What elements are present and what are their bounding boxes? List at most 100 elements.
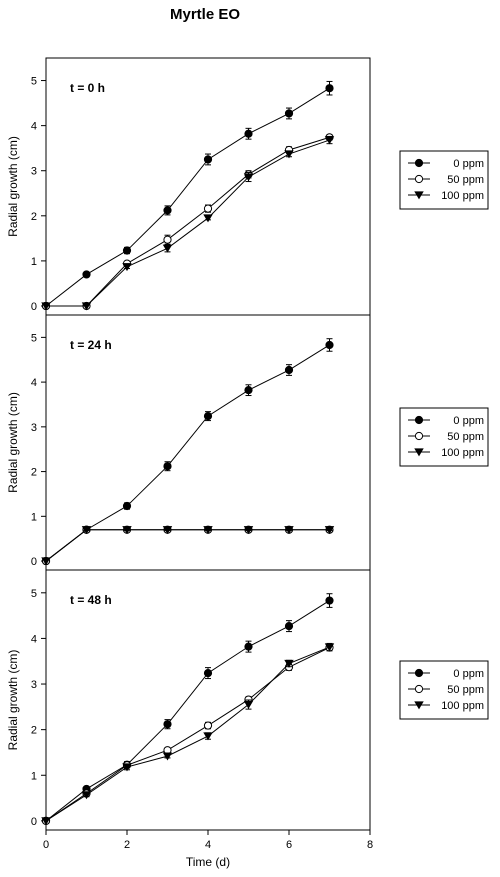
data-point bbox=[203, 721, 213, 730]
y-tick-label: 2 bbox=[31, 725, 37, 737]
data-point bbox=[81, 302, 92, 311]
data-point bbox=[163, 206, 172, 215]
series-line bbox=[45, 647, 330, 822]
data-point bbox=[203, 668, 213, 678]
legend-marker bbox=[414, 668, 424, 678]
data-point bbox=[163, 462, 172, 471]
y-tick-label: 1 bbox=[31, 511, 37, 523]
legend-marker bbox=[414, 684, 424, 694]
data-point bbox=[81, 526, 92, 535]
data-point bbox=[203, 412, 213, 421]
data-point bbox=[41, 817, 51, 826]
plot-frame bbox=[45, 569, 371, 831]
data-point bbox=[203, 526, 213, 535]
panel-label: t = 0 h bbox=[70, 81, 105, 95]
x-tick-label: 6 bbox=[286, 839, 292, 851]
legend: 0 ppm 50 ppm 100 ppm bbox=[399, 150, 489, 210]
y-tick-label: 5 bbox=[31, 588, 37, 600]
x-tick-label: 0 bbox=[43, 839, 49, 851]
data-point bbox=[284, 659, 294, 668]
series-line bbox=[46, 136, 330, 307]
data-point bbox=[41, 557, 51, 566]
y-tick-label: 4 bbox=[31, 377, 37, 389]
legend-label: 0 ppm bbox=[453, 415, 484, 427]
legend-marker bbox=[414, 701, 424, 710]
data-point bbox=[284, 526, 294, 535]
y-tick-label: 3 bbox=[31, 166, 37, 178]
panel-label: t = 48 h bbox=[70, 593, 112, 607]
data-point bbox=[243, 173, 254, 182]
data-point bbox=[122, 501, 132, 511]
data-point bbox=[325, 596, 334, 605]
y-tick-label: 0 bbox=[31, 816, 37, 828]
data-point bbox=[324, 526, 335, 535]
legend-box bbox=[399, 407, 489, 467]
y-axis-label: Radial growth (cm) bbox=[6, 392, 20, 493]
legend-label: 100 ppm bbox=[441, 447, 484, 459]
x-axis: 0 2 4 6 8 Time (d) bbox=[43, 830, 373, 869]
data-point bbox=[325, 340, 334, 350]
x-tick-label: 2 bbox=[124, 839, 130, 851]
legend: 0 ppm 50 ppm 100 ppm bbox=[399, 407, 489, 467]
data-point bbox=[203, 214, 213, 223]
data-point bbox=[203, 204, 213, 213]
data-point bbox=[41, 302, 51, 311]
y-tick-label: 0 bbox=[31, 301, 37, 313]
data-point bbox=[324, 643, 335, 652]
data-point bbox=[203, 155, 213, 164]
series-50-ppm bbox=[41, 133, 334, 311]
series-line bbox=[45, 600, 330, 822]
y-tick-label: 2 bbox=[31, 467, 37, 479]
series-line bbox=[46, 139, 330, 307]
data-point bbox=[163, 235, 172, 244]
data-point bbox=[162, 752, 173, 761]
data-point bbox=[122, 763, 132, 772]
panel-label: t = 24 h bbox=[70, 338, 112, 352]
series-0-ppm bbox=[41, 80, 334, 311]
data-point bbox=[244, 386, 253, 395]
legend-label: 50 ppm bbox=[447, 174, 484, 186]
legend-label: 50 ppm bbox=[447, 684, 484, 696]
panel-1: 0 1 2 3 4 5 Radial growth (cm) t = 0 h 0 ppm 50 p… bbox=[6, 57, 489, 316]
y-tick-label: 0 bbox=[31, 556, 37, 568]
data-point bbox=[163, 720, 172, 729]
data-point bbox=[243, 526, 254, 535]
data-point bbox=[122, 246, 132, 255]
y-tick-label: 4 bbox=[31, 121, 37, 133]
plot-frame bbox=[45, 57, 371, 316]
series-line bbox=[45, 87, 330, 307]
series-line bbox=[45, 529, 330, 562]
data-point bbox=[244, 129, 253, 138]
y-axis-label: Radial growth (cm) bbox=[6, 650, 20, 751]
series-100-ppm bbox=[41, 642, 335, 826]
data-point bbox=[81, 791, 92, 800]
data-point bbox=[284, 150, 294, 159]
y-tick-label: 3 bbox=[31, 679, 37, 691]
y-tick-label: 1 bbox=[31, 770, 37, 782]
legend-marker bbox=[414, 431, 424, 441]
legend-label: 50 ppm bbox=[447, 431, 484, 443]
data-point bbox=[284, 622, 294, 631]
figure-title: Myrtle EO bbox=[170, 6, 240, 23]
legend-marker bbox=[414, 191, 424, 200]
data-point bbox=[244, 642, 253, 651]
legend-box bbox=[399, 660, 489, 720]
legend-marker bbox=[414, 174, 424, 184]
y-tick-label: 5 bbox=[31, 332, 37, 344]
data-point bbox=[122, 526, 132, 535]
legend-marker bbox=[414, 415, 424, 425]
legend-label: 0 ppm bbox=[453, 668, 484, 680]
data-point bbox=[284, 109, 294, 118]
series-line bbox=[45, 344, 330, 562]
legend-label: 0 ppm bbox=[453, 158, 484, 170]
data-point bbox=[284, 365, 294, 375]
x-tick-label: 8 bbox=[367, 839, 373, 851]
y-tick-label: 5 bbox=[31, 76, 37, 88]
data-point bbox=[122, 263, 132, 272]
y-axis-label: Radial growth (cm) bbox=[6, 136, 20, 237]
x-axis-label: Time (d) bbox=[186, 855, 230, 869]
data-point bbox=[162, 244, 173, 253]
legend-marker bbox=[414, 158, 424, 168]
x-tick-label: 4 bbox=[205, 839, 211, 851]
